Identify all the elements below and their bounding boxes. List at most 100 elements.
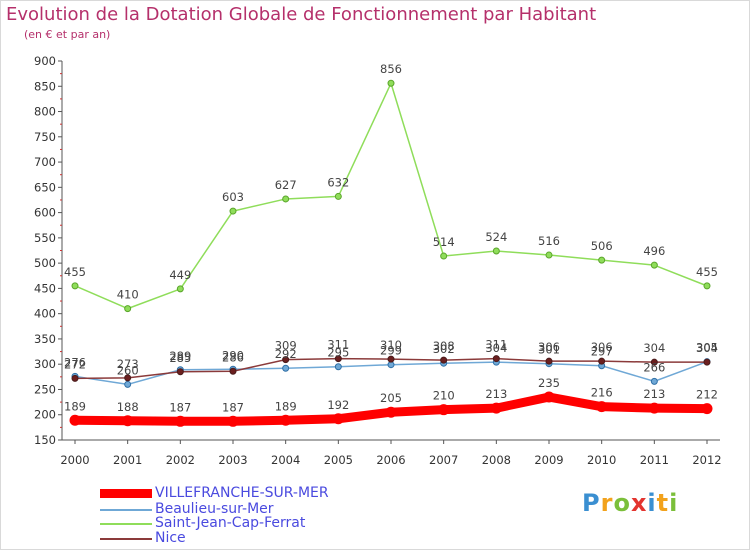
x-tick-label: 2000 bbox=[60, 453, 89, 467]
data-label-villefranche-sur-mer: 212 bbox=[696, 388, 718, 402]
data-label-beaulieu-sur-mer: 304 bbox=[485, 341, 507, 355]
y-tick-label: 250 bbox=[34, 382, 56, 396]
data-label-beaulieu-sur-mer: 301 bbox=[538, 343, 560, 357]
data-point-villefranche-sur-mer bbox=[648, 402, 660, 414]
data-label-nice: 311 bbox=[485, 338, 507, 352]
x-tick-label: 2009 bbox=[534, 453, 563, 467]
data-label-saint-jean-cap-ferrat: 514 bbox=[433, 235, 455, 249]
data-point-villefranche-sur-mer bbox=[69, 414, 81, 426]
x-tick-label: 2010 bbox=[587, 453, 616, 467]
data-point-saint-jean-cap-ferrat bbox=[71, 282, 79, 290]
data-label-beaulieu-sur-mer: 289 bbox=[169, 349, 191, 363]
data-label-saint-jean-cap-ferrat: 516 bbox=[538, 234, 560, 248]
data-point-nice bbox=[334, 355, 342, 363]
data-label-nice: 306 bbox=[591, 340, 613, 354]
y-tick-label: 900 bbox=[34, 54, 56, 68]
chart-subtitle: (en € et par an) bbox=[24, 28, 111, 41]
data-label-nice: 273 bbox=[117, 357, 139, 371]
legend-swatch-villefranche bbox=[100, 489, 152, 498]
data-point-saint-jean-cap-ferrat bbox=[229, 207, 237, 215]
y-tick-label: 600 bbox=[34, 206, 56, 220]
data-label-saint-jean-cap-ferrat: 506 bbox=[591, 239, 613, 253]
data-label-villefranche-sur-mer: 216 bbox=[591, 386, 613, 400]
data-label-saint-jean-cap-ferrat: 496 bbox=[643, 244, 665, 258]
data-point-nice bbox=[387, 355, 395, 363]
legend-label-beaulieu: Beaulieu-sur-Mer bbox=[155, 501, 274, 517]
data-point-villefranche-sur-mer bbox=[385, 406, 397, 418]
data-label-beaulieu-sur-mer: 266 bbox=[643, 360, 665, 374]
data-point-nice bbox=[545, 357, 553, 365]
data-label-nice: 304 bbox=[696, 341, 718, 355]
data-point-saint-jean-cap-ferrat bbox=[176, 285, 184, 293]
legend-label-nice: Nice bbox=[155, 530, 186, 546]
legend-swatch-nice bbox=[100, 538, 152, 540]
data-label-saint-jean-cap-ferrat: 603 bbox=[222, 190, 244, 204]
data-point-villefranche-sur-mer bbox=[543, 391, 555, 403]
x-tick-label: 2008 bbox=[482, 453, 511, 467]
logo-letter: P bbox=[582, 489, 601, 517]
legend-item-beaulieu: Beaulieu-sur-Mer bbox=[100, 501, 360, 519]
data-label-villefranche-sur-mer: 205 bbox=[380, 391, 402, 405]
data-point-beaulieu-sur-mer bbox=[650, 377, 658, 385]
data-label-saint-jean-cap-ferrat: 449 bbox=[169, 268, 191, 282]
y-tick-label: 850 bbox=[34, 79, 56, 93]
data-point-saint-jean-cap-ferrat bbox=[387, 79, 395, 87]
y-tick-label: 300 bbox=[34, 357, 56, 371]
data-label-nice: 285 bbox=[169, 351, 191, 365]
x-tick-label: 2011 bbox=[640, 453, 669, 467]
data-label-saint-jean-cap-ferrat: 632 bbox=[327, 175, 349, 189]
data-label-villefranche-sur-mer: 213 bbox=[485, 387, 507, 401]
legend-label-villefranche: VILLEFRANCHE-SUR-MER bbox=[155, 485, 329, 501]
data-point-saint-jean-cap-ferrat bbox=[334, 192, 342, 200]
logo-letter: o bbox=[613, 489, 631, 517]
data-point-villefranche-sur-mer bbox=[122, 415, 134, 427]
y-tick-label: 550 bbox=[34, 231, 56, 245]
data-point-saint-jean-cap-ferrat bbox=[282, 195, 290, 203]
legend-label-saint-jean: Saint-Jean-Cap-Ferrat bbox=[155, 515, 306, 531]
data-point-nice bbox=[492, 355, 500, 363]
chart-title: Evolution de la Dotation Globale de Fonc… bbox=[6, 4, 597, 25]
data-point-saint-jean-cap-ferrat bbox=[545, 251, 553, 259]
legend-item-nice: Nice bbox=[100, 530, 360, 548]
y-tick-label: 750 bbox=[34, 130, 56, 144]
x-tick-label: 2002 bbox=[166, 453, 195, 467]
x-tick-label: 2001 bbox=[113, 453, 142, 467]
y-tick-label: 500 bbox=[34, 256, 56, 270]
data-label-saint-jean-cap-ferrat: 410 bbox=[117, 288, 139, 302]
data-point-nice bbox=[598, 357, 606, 365]
x-tick-label: 2007 bbox=[429, 453, 458, 467]
legend-swatch-beaulieu bbox=[100, 509, 152, 511]
y-tick-label: 200 bbox=[34, 408, 56, 422]
data-point-nice bbox=[650, 358, 658, 366]
data-point-beaulieu-sur-mer bbox=[124, 380, 132, 388]
data-point-saint-jean-cap-ferrat bbox=[703, 282, 711, 290]
x-tick-label: 2006 bbox=[376, 453, 405, 467]
data-label-villefranche-sur-mer: 189 bbox=[275, 399, 297, 413]
data-point-saint-jean-cap-ferrat bbox=[124, 305, 132, 313]
x-tick-label: 2005 bbox=[324, 453, 353, 467]
series-layer bbox=[69, 79, 713, 427]
data-label-saint-jean-cap-ferrat: 455 bbox=[696, 265, 718, 279]
legend-swatch-saint-jean bbox=[100, 523, 152, 525]
data-label-villefranche-sur-mer: 213 bbox=[643, 387, 665, 401]
data-label-villefranche-sur-mer: 188 bbox=[117, 400, 139, 414]
data-label-beaulieu-sur-mer: 299 bbox=[380, 344, 402, 358]
data-label-saint-jean-cap-ferrat: 627 bbox=[275, 178, 297, 192]
data-point-nice bbox=[176, 368, 184, 376]
logo-letter: x bbox=[630, 489, 648, 517]
data-label-beaulieu-sur-mer: 292 bbox=[275, 347, 297, 361]
data-label-nice: 286 bbox=[222, 350, 244, 364]
data-point-nice bbox=[124, 374, 132, 382]
legend-item-saint-jean: Saint-Jean-Cap-Ferrat bbox=[100, 515, 360, 533]
data-point-saint-jean-cap-ferrat bbox=[440, 252, 448, 260]
data-label-nice: 311 bbox=[327, 338, 349, 352]
data-point-nice bbox=[440, 356, 448, 364]
data-point-villefranche-sur-mer bbox=[332, 413, 344, 425]
data-label-villefranche-sur-mer: 189 bbox=[64, 399, 86, 413]
x-tick-label: 2003 bbox=[218, 453, 247, 467]
y-tick-label: 650 bbox=[34, 180, 56, 194]
data-point-villefranche-sur-mer bbox=[227, 415, 239, 427]
y-tick-label: 700 bbox=[34, 155, 56, 169]
x-tick-label: 2012 bbox=[692, 453, 721, 467]
